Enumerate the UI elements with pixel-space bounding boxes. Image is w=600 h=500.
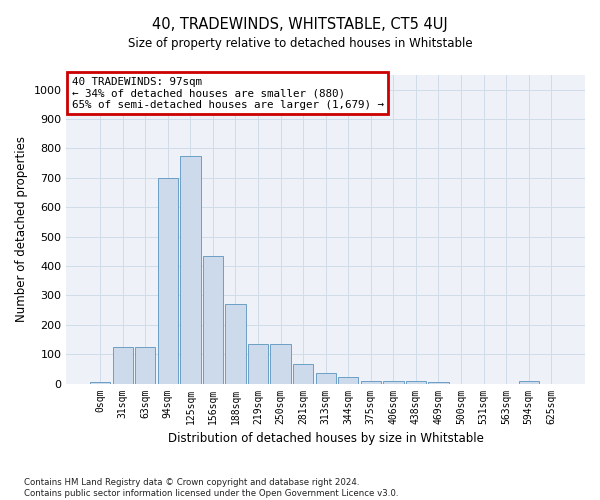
Bar bbox=[361, 380, 381, 384]
Bar bbox=[383, 380, 404, 384]
Bar bbox=[226, 304, 245, 384]
X-axis label: Distribution of detached houses by size in Whitstable: Distribution of detached houses by size … bbox=[168, 432, 484, 445]
Bar bbox=[90, 382, 110, 384]
Bar bbox=[316, 372, 336, 384]
Bar bbox=[158, 178, 178, 384]
Text: 40 TRADEWINDS: 97sqm
← 34% of detached houses are smaller (880)
65% of semi-deta: 40 TRADEWINDS: 97sqm ← 34% of detached h… bbox=[71, 76, 383, 110]
Bar bbox=[428, 382, 449, 384]
Text: Contains HM Land Registry data © Crown copyright and database right 2024.
Contai: Contains HM Land Registry data © Crown c… bbox=[24, 478, 398, 498]
Bar bbox=[406, 380, 426, 384]
Text: 40, TRADEWINDS, WHITSTABLE, CT5 4UJ: 40, TRADEWINDS, WHITSTABLE, CT5 4UJ bbox=[152, 18, 448, 32]
Bar bbox=[113, 347, 133, 384]
Bar bbox=[293, 364, 313, 384]
Bar bbox=[518, 380, 539, 384]
Bar bbox=[135, 347, 155, 384]
Bar bbox=[338, 377, 358, 384]
Bar bbox=[180, 156, 200, 384]
Bar bbox=[271, 344, 291, 384]
Text: Size of property relative to detached houses in Whitstable: Size of property relative to detached ho… bbox=[128, 38, 472, 51]
Bar bbox=[203, 256, 223, 384]
Y-axis label: Number of detached properties: Number of detached properties bbox=[15, 136, 28, 322]
Bar bbox=[248, 344, 268, 384]
